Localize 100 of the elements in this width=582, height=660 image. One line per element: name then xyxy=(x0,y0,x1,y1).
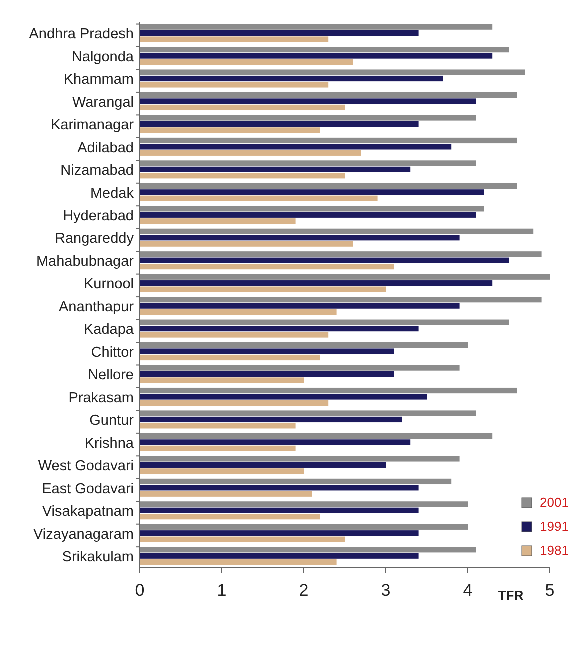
bar xyxy=(140,212,476,218)
x-tick-label: 0 xyxy=(135,581,145,600)
x-tick-label: 1 xyxy=(217,581,227,600)
y-tick-label: Nalgonda xyxy=(72,49,135,66)
bar xyxy=(140,365,460,371)
bar xyxy=(140,485,419,491)
bar xyxy=(140,286,386,292)
bar xyxy=(140,82,329,88)
bar xyxy=(140,264,394,270)
bar xyxy=(140,394,427,400)
bar xyxy=(140,115,476,121)
y-tick-label: Medak xyxy=(90,186,135,202)
bar xyxy=(140,530,419,536)
bar xyxy=(140,456,460,462)
bar xyxy=(140,160,476,166)
y-tick-label: Mahabubnagar xyxy=(36,254,134,270)
bar xyxy=(140,400,329,406)
bar xyxy=(140,491,312,497)
bar xyxy=(140,446,296,452)
bar xyxy=(140,36,329,42)
bar xyxy=(140,332,329,338)
bar xyxy=(140,206,484,212)
bar xyxy=(140,98,476,104)
y-tick-label: Visakapatnam xyxy=(42,504,134,520)
x-tick-label: 2 xyxy=(299,581,309,600)
y-tick-label: Hyderabad xyxy=(63,208,134,225)
bar xyxy=(140,547,476,553)
bar xyxy=(140,235,460,241)
bar xyxy=(140,280,493,286)
bar xyxy=(140,416,402,423)
bar xyxy=(140,478,452,485)
y-tick-label: Nellore xyxy=(88,368,134,384)
bar xyxy=(140,342,468,348)
bar xyxy=(140,297,542,303)
bar xyxy=(140,128,320,134)
y-tick-label: Kadapa xyxy=(84,322,135,338)
y-tick-label: West Godavari xyxy=(38,458,134,475)
bar xyxy=(140,410,476,416)
y-tick-label: East Godavari xyxy=(42,481,134,498)
bar xyxy=(140,433,493,440)
bar xyxy=(140,536,345,542)
bar xyxy=(140,252,542,258)
bar xyxy=(140,190,484,196)
x-tick-label: 3 xyxy=(381,581,391,600)
bar xyxy=(140,196,378,202)
bar xyxy=(140,371,394,378)
x-tick-label: 4 xyxy=(463,581,473,600)
bar xyxy=(140,173,345,179)
bar xyxy=(140,104,345,111)
bar xyxy=(140,309,337,316)
bar xyxy=(140,354,320,361)
bar xyxy=(140,166,411,172)
y-tick-label: Ananthapur xyxy=(59,299,134,316)
y-tick-label: Guntur xyxy=(90,413,134,430)
bar xyxy=(140,326,419,332)
bar xyxy=(140,320,509,326)
bar xyxy=(140,30,419,36)
bar xyxy=(140,47,509,53)
bar xyxy=(140,144,452,150)
y-tick-label: Andhra Pradesh xyxy=(29,26,134,43)
bar xyxy=(140,59,354,66)
y-tick-label: Khammam xyxy=(64,72,134,88)
bar xyxy=(140,560,337,566)
y-tick-label: Rangareddy xyxy=(55,231,135,248)
bar xyxy=(140,150,362,156)
y-tick-label: Krishna xyxy=(84,436,135,452)
bar xyxy=(140,303,460,309)
bar xyxy=(140,228,534,234)
bar xyxy=(140,92,518,98)
bar xyxy=(140,70,526,76)
y-tick-label: Prakasam xyxy=(68,390,134,406)
bar xyxy=(140,53,493,59)
bar xyxy=(140,524,468,530)
y-tick-label: Chittor xyxy=(91,344,134,361)
bar xyxy=(140,183,518,190)
bar xyxy=(140,121,419,128)
bar xyxy=(140,468,304,474)
y-tick-label: Warangal xyxy=(72,94,134,111)
y-tick-label: Kurnool xyxy=(84,276,134,293)
bar xyxy=(140,508,419,514)
bar xyxy=(140,241,354,247)
bar xyxy=(140,553,419,559)
bar xyxy=(140,423,296,429)
y-tick-label: Vizayanagaram xyxy=(34,526,134,543)
bar xyxy=(140,218,296,224)
y-tick-label: Karimanagar xyxy=(50,118,134,134)
legend-label: 1981 xyxy=(540,543,569,558)
y-tick-label: Nizamabad xyxy=(60,163,134,180)
bar xyxy=(140,138,518,144)
bar xyxy=(140,258,509,264)
bar xyxy=(140,440,411,446)
bar xyxy=(140,514,320,520)
bar xyxy=(140,274,550,280)
legend-label: 2001 xyxy=(540,495,569,510)
bar xyxy=(140,502,468,508)
legend-label: 1991 xyxy=(540,519,569,534)
bar xyxy=(140,24,493,30)
bar xyxy=(140,378,304,384)
x-tick-label: 5 xyxy=(545,581,555,600)
bar xyxy=(140,462,386,468)
